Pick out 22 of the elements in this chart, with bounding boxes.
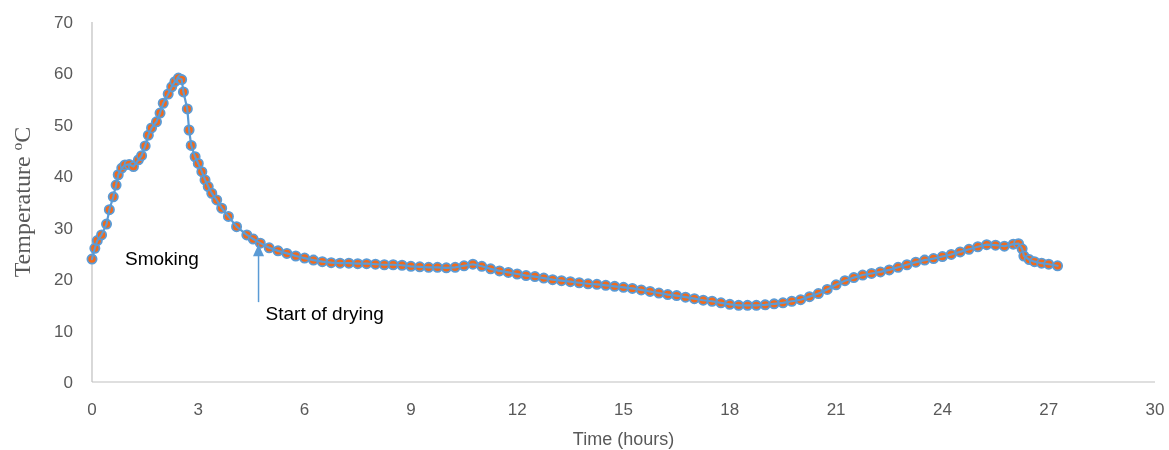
x-tick-label: 18	[720, 399, 740, 419]
x-tick-label: 27	[1039, 399, 1059, 419]
y-tick-label: 10	[54, 321, 73, 341]
annotation: Start of drying	[265, 303, 384, 325]
x-tick-label: 3	[193, 399, 204, 419]
y-tick-label: 60	[54, 64, 73, 84]
x-axis-title: Time (hours)	[572, 429, 675, 449]
y-tick-label: 70	[54, 12, 73, 32]
y-tick-label: 30	[54, 218, 73, 238]
y-tick-label: 40	[54, 167, 73, 187]
x-tick-label: 21	[826, 399, 846, 419]
x-tick-label: 24	[932, 399, 952, 419]
y-tick-label: 50	[54, 115, 73, 135]
x-tick-label: 15	[614, 399, 633, 419]
x-tick-label: 0	[87, 399, 97, 419]
annotation: Smoking	[125, 248, 199, 269]
x-tick-label: 6	[299, 399, 310, 419]
y-tick-label: 0	[63, 372, 73, 392]
x-tick-label: 12	[507, 399, 527, 419]
x-tick-label: 30	[1145, 399, 1165, 419]
x-tick-label: 9	[406, 399, 416, 419]
y-tick-label: 20	[54, 270, 73, 290]
